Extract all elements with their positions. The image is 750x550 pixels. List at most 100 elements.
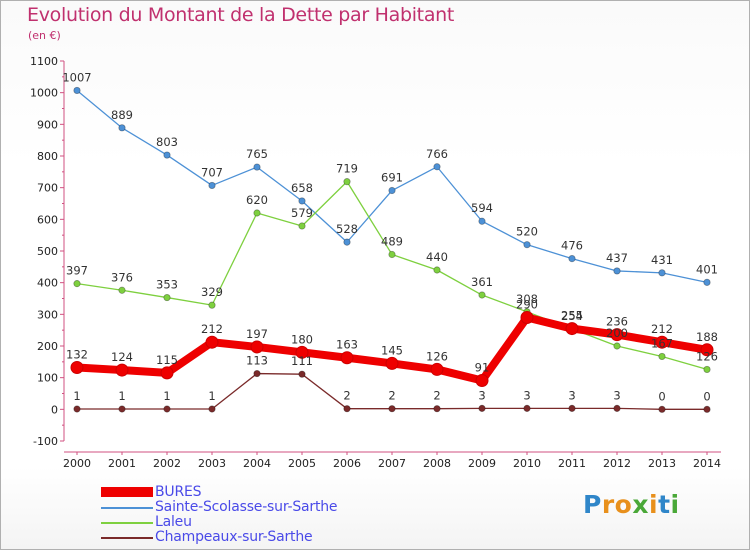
data-label: 167	[651, 336, 673, 350]
data-label: 658	[291, 181, 313, 195]
data-point	[520, 311, 534, 324]
data-point	[208, 181, 216, 190]
data-point	[298, 197, 306, 205]
data-point	[703, 278, 711, 286]
legend-label-laleu: Laleu	[155, 514, 192, 530]
data-label: 3	[523, 388, 530, 402]
proxiti-logo: Proxiti	[583, 490, 680, 519]
x-tick-label: 2014	[693, 457, 721, 470]
chart-title: Evolution du Montant de la Dette par Hab…	[27, 4, 455, 26]
data-point	[478, 404, 486, 412]
data-point	[208, 405, 216, 413]
data-label: 803	[156, 135, 178, 149]
data-point	[118, 286, 126, 294]
data-label: 579	[291, 206, 313, 220]
data-label: 361	[471, 275, 493, 289]
x-tick-label: 2012	[603, 457, 631, 470]
data-label: 3	[613, 388, 620, 402]
data-point	[478, 291, 486, 299]
data-point	[388, 405, 396, 413]
data-label: 236	[606, 315, 628, 329]
data-label: 520	[516, 225, 538, 239]
x-tick-label: 2007	[378, 457, 406, 470]
x-tick-label: 2004	[243, 457, 271, 470]
x-tick-label: 2006	[333, 457, 361, 470]
data-point	[160, 366, 174, 380]
data-label: 1007	[62, 70, 91, 84]
x-tick-label: 2000	[63, 457, 91, 470]
data-label: 2	[343, 389, 350, 403]
y-tick-label: 500	[37, 245, 58, 258]
data-label: 489	[381, 234, 403, 248]
data-label: 126	[426, 349, 448, 363]
x-tick-label: 2005	[288, 457, 316, 470]
y-tick-label: 1100	[30, 55, 58, 68]
data-label: 212	[201, 322, 223, 336]
data-point	[208, 301, 216, 309]
data-point	[343, 178, 351, 186]
data-label: 2	[388, 389, 395, 403]
axes: -100010020030040050060070080090010001100…	[30, 55, 721, 470]
data-label: 691	[381, 171, 403, 185]
data-point	[73, 280, 81, 288]
data-point	[385, 356, 399, 370]
data-label: 440	[426, 250, 448, 264]
data-label: 353	[156, 278, 178, 292]
data-point	[700, 343, 714, 357]
data-label: 113	[246, 354, 268, 368]
series-champeaux-sur-sarthe	[73, 369, 711, 413]
x-tick-label: 2003	[198, 457, 226, 470]
data-label: 719	[336, 162, 358, 176]
data-point	[658, 405, 666, 413]
data-point	[70, 361, 84, 375]
data-label: 376	[111, 270, 133, 284]
data-label: 766	[426, 147, 448, 161]
data-point	[343, 405, 351, 413]
data-label: 200	[606, 326, 628, 340]
data-label: 3	[478, 388, 485, 402]
data-point	[565, 322, 579, 336]
data-label: 212	[651, 322, 673, 336]
y-tick-label: 700	[37, 182, 58, 195]
data-label: 2	[433, 389, 440, 403]
data-point	[658, 269, 666, 277]
legend-swatch-laleu	[101, 522, 153, 524]
data-label: 528	[336, 222, 358, 236]
data-point	[568, 404, 576, 412]
x-tick-label: 2002	[153, 457, 181, 470]
data-label: 254	[561, 309, 583, 323]
data-label: 0	[703, 389, 710, 403]
data-point	[655, 335, 669, 349]
data-point	[340, 351, 354, 365]
data-point	[433, 163, 441, 171]
y-tick-label: -100	[33, 435, 58, 448]
data-point	[118, 405, 126, 413]
y-tick-label: 600	[37, 213, 58, 226]
data-point	[658, 352, 666, 361]
data-label: 329	[201, 285, 223, 299]
legend-swatch-sainte-scolasse	[101, 507, 153, 509]
data-point	[298, 370, 306, 378]
x-tick-label: 2009	[468, 457, 496, 470]
data-point	[388, 186, 396, 195]
data-point	[523, 404, 531, 412]
y-tick-label: 800	[37, 150, 58, 163]
data-label: 124	[111, 350, 133, 364]
data-point	[613, 342, 621, 350]
data-point	[253, 369, 261, 378]
data-label: 126	[696, 349, 718, 363]
data-point	[298, 222, 306, 230]
data-label: 1	[163, 389, 170, 403]
data-label: 163	[336, 338, 358, 352]
series-layer	[70, 86, 714, 413]
data-point	[163, 151, 171, 159]
legend-label-champeaux: Champeaux-sur-Sarthe	[155, 529, 313, 545]
data-label: 197	[246, 327, 268, 341]
legend-swatch-bures	[101, 487, 153, 497]
data-point	[703, 405, 711, 413]
data-point	[73, 405, 81, 413]
series-line	[76, 180, 708, 371]
